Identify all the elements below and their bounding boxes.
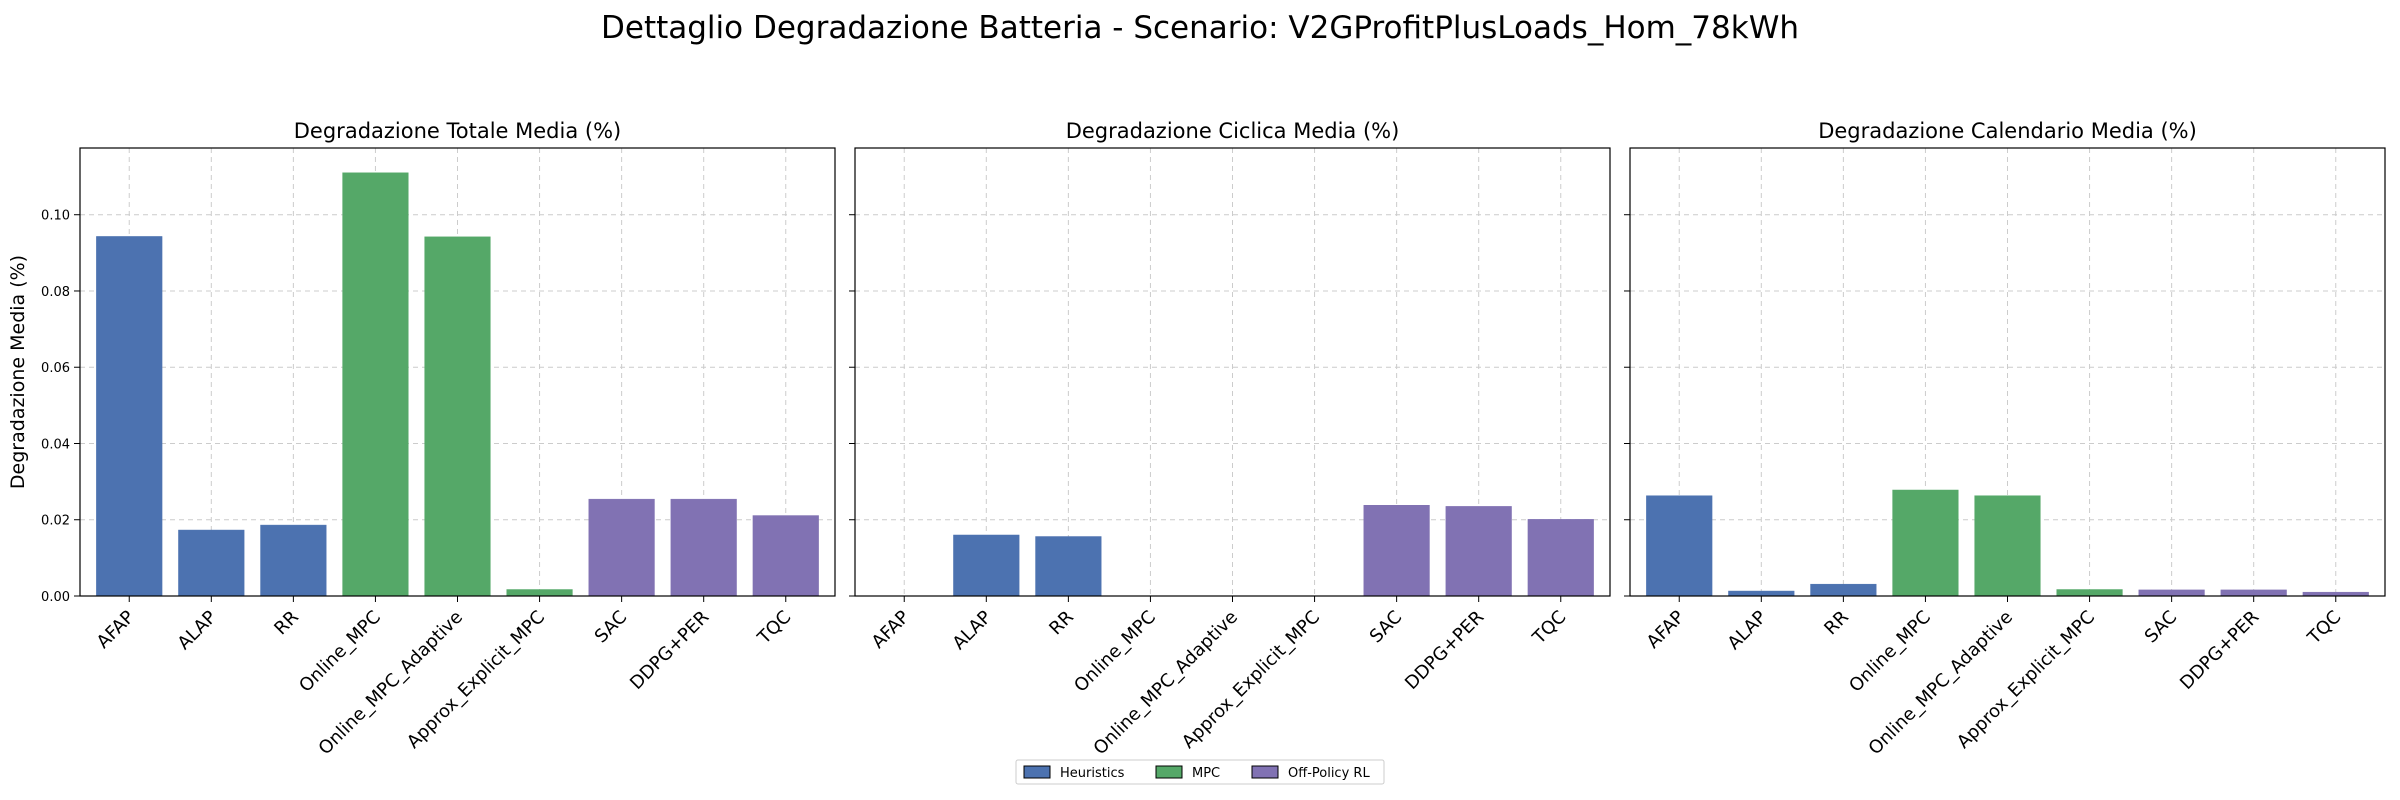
panel-2-title: Degradazione Ciclica Media (%) — [1066, 119, 1400, 143]
bar-sac — [2138, 589, 2205, 597]
x-tick-label: RR — [270, 607, 303, 640]
bar-tqc — [1527, 519, 1594, 597]
panel-2-frame — [854, 147, 1611, 597]
x-tick-label: TQC — [2303, 607, 2345, 649]
x-tick-label: RR — [1820, 607, 1853, 640]
x-tick-label: TQC — [1528, 607, 1570, 649]
bar-rr — [260, 524, 327, 597]
bar-tqc — [752, 515, 819, 597]
bar-afap — [96, 236, 163, 597]
bar-alap — [1728, 590, 1795, 597]
x-tick-label: Online_MPC — [295, 607, 385, 697]
x-tick-label: Approx_Explicit_MPC — [1178, 607, 1324, 753]
x-tick-label: Approx_Explicit_MPC — [403, 607, 549, 753]
panel-3-frame — [1629, 147, 2386, 597]
bar-online-mpc-adaptive — [424, 236, 491, 597]
figure-title: Dettaglio Degradazione Batteria - Scenar… — [601, 10, 1799, 46]
bar-online-mpc-adaptive — [1974, 495, 2041, 597]
bar-afap — [1646, 495, 1713, 597]
bar-approx-explicit-mpc — [506, 589, 573, 597]
panel-1-title: Degradazione Totale Media (%) — [294, 119, 621, 143]
x-tick-label: ALAP — [1724, 607, 1771, 654]
bar-alap — [953, 534, 1020, 597]
bar-online-mpc — [1892, 489, 1959, 597]
x-tick-label: Online_MPC_Adaptive — [1865, 607, 2018, 760]
bar-ddpg-per — [2220, 589, 2287, 597]
bar-ddpg-per — [670, 498, 737, 597]
legend-label-heuristics: Heuristics — [1060, 766, 1125, 781]
y-tick-label: 0.04 — [41, 437, 70, 452]
bar-approx-explicit-mpc — [2056, 589, 2123, 597]
x-tick-label: Online_MPC_Adaptive — [1090, 607, 1243, 760]
x-tick-label: RR — [1045, 607, 1078, 640]
x-tick-label: TQC — [753, 607, 795, 649]
panel-3-title: Degradazione Calendario Media (%) — [1818, 119, 2197, 143]
panel-1-frame — [79, 147, 836, 597]
y-tick-label: 0.00 — [41, 590, 70, 605]
x-tick-label: ALAP — [174, 607, 221, 654]
y-tick-label: 0.02 — [41, 514, 70, 529]
x-tick-label: DDPG+PER — [1401, 607, 1488, 694]
x-tick-label: Online_MPC — [1070, 607, 1160, 697]
x-tick-label: AFAP — [868, 607, 914, 653]
legend-label-off-policy-rl: Off-Policy RL — [1288, 766, 1370, 781]
bar-alap — [178, 529, 245, 597]
bar-rr — [1810, 583, 1877, 597]
y-tick-label: 0.10 — [41, 209, 70, 224]
legend-swatch-heuristics — [1023, 765, 1051, 779]
bar-rr — [1035, 536, 1102, 597]
bar-sac — [588, 498, 655, 597]
legend-box — [1015, 759, 1385, 785]
y-axis-label: Degradazione Media (%) — [7, 255, 29, 489]
bar-ddpg-per — [1445, 506, 1512, 597]
x-tick-label: SAC — [591, 607, 632, 648]
legend-label-mpc: MPC — [1192, 766, 1220, 781]
x-tick-label: DDPG+PER — [626, 607, 713, 694]
x-tick-label: Online_MPC_Adaptive — [315, 607, 468, 760]
legend-swatch-off-policy-rl — [1251, 765, 1279, 779]
x-tick-label: AFAP — [93, 607, 139, 653]
y-tick-label: 0.08 — [41, 285, 70, 300]
x-tick-label: Approx_Explicit_MPC — [1953, 607, 2099, 753]
x-tick-label: AFAP — [1643, 607, 1689, 653]
x-tick-label: SAC — [2141, 607, 2182, 648]
legend-swatch-mpc — [1155, 765, 1183, 779]
bar-sac — [1363, 505, 1430, 597]
x-tick-label: DDPG+PER — [2176, 607, 2263, 694]
y-tick-label: 0.06 — [41, 361, 70, 376]
bar-online-mpc — [342, 172, 409, 597]
x-tick-label: SAC — [1366, 607, 1407, 648]
x-tick-label: Online_MPC — [1845, 607, 1935, 697]
x-tick-label: ALAP — [949, 607, 996, 654]
